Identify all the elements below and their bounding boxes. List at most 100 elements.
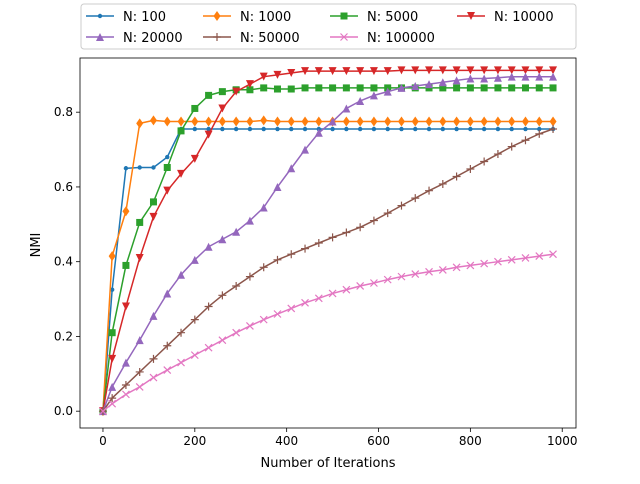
data-point — [370, 279, 378, 287]
data-point — [232, 87, 241, 96]
series-n-20000 — [98, 72, 558, 416]
data-point — [273, 255, 282, 264]
data-point — [385, 126, 390, 132]
data-point — [438, 78, 447, 87]
data-point — [151, 165, 156, 170]
data-point — [466, 165, 475, 173]
legend-item: N: 5000 — [330, 10, 418, 25]
data-point — [177, 116, 185, 127]
data-point — [329, 84, 337, 92]
legend-item: N: 100000 — [330, 31, 435, 46]
data-point — [163, 186, 172, 195]
data-point — [301, 67, 310, 76]
data-point — [108, 394, 117, 403]
data-point — [123, 166, 129, 171]
data-point — [549, 66, 558, 75]
y-tick-label: 0.2 — [54, 329, 73, 343]
data-point — [508, 116, 516, 127]
data-point — [344, 126, 349, 132]
legend-label: N: 10000 — [494, 10, 554, 25]
data-point — [440, 126, 446, 132]
data-point — [521, 116, 529, 127]
data-point — [452, 263, 461, 272]
axes-layer: 0 200 400 600 800 1000 0.0 0.2 0.4 0.6 0.8 — [54, 57, 578, 448]
data-point — [204, 302, 213, 311]
data-point — [247, 126, 253, 132]
legend-swatch-marker — [213, 11, 221, 21]
data-point — [177, 328, 186, 337]
data-point — [245, 272, 254, 281]
data-point — [149, 212, 158, 221]
legend-label: N: 20000 — [123, 31, 183, 46]
data-point — [328, 117, 337, 126]
series-line — [102, 87, 554, 412]
x-tick-label: 800 — [459, 434, 482, 448]
data-point — [259, 203, 268, 212]
data-point — [163, 164, 171, 172]
data-point — [521, 254, 530, 262]
data-point — [411, 194, 420, 203]
legend: N: 100 N: 1000 N: 5000 N: 10000 N: 20000 N: 5… — [80, 3, 577, 50]
data-point — [507, 142, 516, 151]
data-point — [108, 399, 117, 408]
data-point — [301, 116, 309, 127]
data-point — [549, 72, 558, 81]
data-point — [218, 291, 227, 300]
data-point — [356, 282, 365, 290]
data-point — [480, 116, 488, 127]
data-point — [383, 275, 392, 284]
data-point — [397, 66, 406, 75]
data-point — [275, 126, 280, 132]
data-point — [438, 265, 447, 274]
data-point — [438, 179, 447, 188]
data-point — [122, 206, 130, 217]
legend-swatch-marker — [213, 33, 221, 41]
data-point — [397, 201, 406, 210]
data-point — [494, 257, 502, 266]
data-point — [369, 91, 378, 100]
data-point — [287, 116, 295, 127]
data-point — [190, 315, 199, 324]
data-point — [452, 66, 461, 75]
data-point — [452, 172, 461, 181]
data-point — [232, 328, 241, 337]
data-point — [260, 115, 268, 126]
data-point — [289, 126, 294, 132]
legend-label: N: 1000 — [240, 10, 291, 25]
series-n-10000 — [98, 66, 558, 416]
data-point — [108, 251, 116, 262]
data-point — [273, 70, 282, 79]
x-tick-label: 200 — [183, 434, 206, 448]
data-point — [137, 165, 142, 170]
data-point — [205, 91, 213, 99]
data-point — [287, 164, 296, 173]
data-point — [452, 76, 461, 85]
data-point — [177, 127, 185, 135]
x-tick-label: 600 — [367, 434, 390, 448]
data-point — [330, 126, 335, 132]
data-point — [399, 126, 404, 132]
legend-label: N: 100000 — [367, 31, 435, 46]
data-point — [218, 235, 227, 244]
data-point — [342, 84, 350, 92]
data-point — [383, 209, 392, 218]
data-point — [135, 253, 144, 262]
data-point — [411, 116, 419, 127]
x-tick-label: 1000 — [547, 434, 578, 448]
legend-label: N: 100 — [123, 10, 166, 25]
data-point — [163, 366, 172, 374]
series-line — [102, 253, 554, 412]
data-point — [122, 261, 130, 269]
data-point — [438, 66, 447, 75]
data-point — [190, 255, 199, 264]
data-point — [149, 115, 157, 126]
data-point — [466, 116, 474, 127]
x-tick-label: 0 — [99, 434, 107, 448]
data-point — [397, 272, 406, 281]
data-point — [122, 390, 130, 399]
data-point — [342, 285, 351, 294]
data-point — [204, 242, 213, 251]
data-point — [259, 315, 268, 324]
data-point — [507, 72, 516, 81]
data-point — [453, 84, 461, 92]
